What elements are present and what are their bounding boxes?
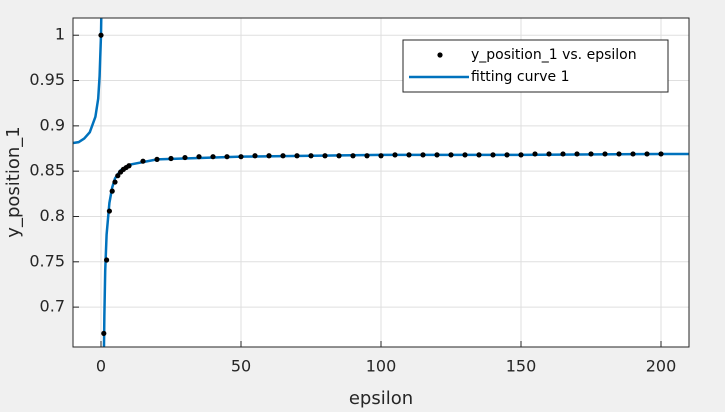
- data-point: [392, 152, 398, 158]
- legend-box: [402, 39, 669, 93]
- data-point: [109, 188, 115, 194]
- data-point: [574, 151, 580, 157]
- data-point: [588, 151, 594, 157]
- x-tick-label: 50: [231, 357, 251, 376]
- data-point: [336, 153, 342, 159]
- data-point: [322, 153, 328, 159]
- y-tick-label: 0.95: [29, 70, 65, 89]
- data-point: [252, 153, 258, 159]
- data-point: [168, 155, 174, 162]
- data-point: [294, 153, 300, 159]
- data-point: [126, 163, 132, 169]
- y-tick-label: 0.85: [29, 161, 65, 180]
- data-point: [112, 179, 118, 185]
- data-point: [104, 257, 110, 263]
- x-tick-label: 0: [96, 357, 106, 376]
- legend-marker: [437, 52, 443, 58]
- data-point: [350, 153, 356, 159]
- data-point: [182, 154, 188, 161]
- data-point: [504, 152, 510, 158]
- y-tick-label: 1: [55, 25, 65, 44]
- data-point: [98, 32, 104, 38]
- data-point: [518, 152, 524, 158]
- x-axis-label: epsilon: [349, 388, 413, 409]
- data-point: [115, 173, 121, 179]
- legend: y_position_1 vs. epsilon fitting curve 1: [402, 39, 669, 93]
- data-point: [196, 154, 202, 160]
- data-point: [476, 152, 482, 158]
- data-point: [546, 151, 552, 157]
- y-tick-label: 0.8: [40, 206, 65, 225]
- data-point: [630, 151, 636, 157]
- data-point: [266, 153, 272, 159]
- data-point: [658, 151, 664, 157]
- data-point: [616, 151, 622, 157]
- x-tick-label: 150: [506, 357, 537, 376]
- y-tick-label: 0.75: [29, 251, 65, 270]
- marks: [73, 18, 689, 347]
- data-point: [532, 151, 538, 157]
- data-point: [378, 153, 384, 159]
- data-point: [420, 152, 426, 158]
- x-tick-label: 100: [366, 357, 397, 376]
- data-point: [406, 152, 412, 158]
- data-point: [434, 152, 440, 158]
- data-point: [364, 153, 370, 159]
- data-point: [448, 152, 454, 158]
- data-point: [101, 330, 107, 337]
- ticks: 0 50 100 150 200 0.7 0.75 0.8 0.85 0.9 0.95 1: [29, 25, 676, 376]
- data-point: [106, 208, 112, 214]
- y-axis-label: y_position_1: [3, 126, 24, 237]
- data-point: [238, 154, 244, 160]
- x-tick-label: 200: [646, 357, 677, 376]
- data-point: [490, 152, 496, 158]
- data-point: [308, 153, 314, 159]
- legend-label: y_position_1 vs. epsilon: [471, 47, 637, 63]
- data-point: [462, 152, 468, 158]
- data-point: [224, 154, 230, 160]
- legend-label: fitting curve 1: [471, 69, 569, 85]
- data-point: [644, 151, 650, 157]
- y-tick-label: 0.9: [40, 115, 65, 134]
- data-point: [602, 151, 608, 157]
- data-point: [154, 156, 160, 162]
- y-tick-label: 0.7: [40, 297, 65, 316]
- data-point: [280, 153, 286, 159]
- data-point: [210, 154, 216, 160]
- data-point: [140, 158, 146, 164]
- data-point: [560, 151, 566, 157]
